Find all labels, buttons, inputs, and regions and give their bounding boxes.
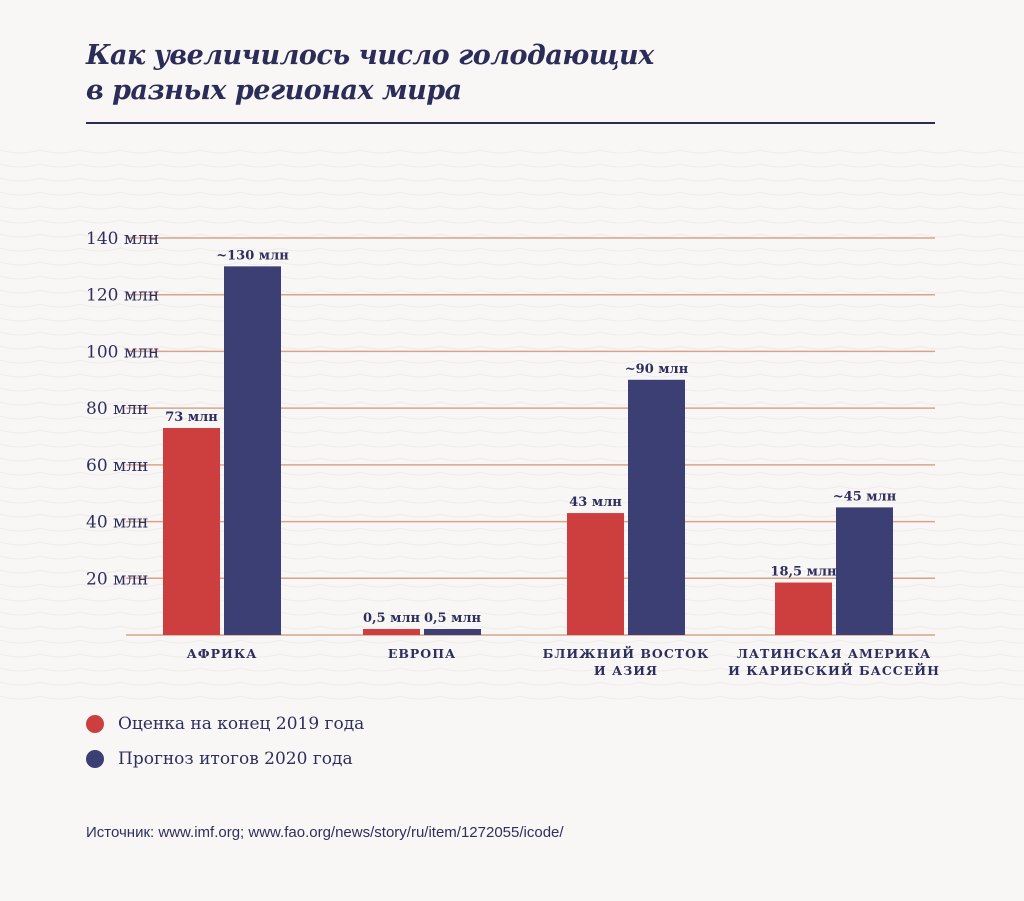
- bar-labels: 73 млн ~130 млн 0,5 млн 0,5 млн 43 млн ~90 мл…: [165, 248, 897, 626]
- wave-line: [0, 653, 1024, 658]
- bar-value-label: ~90 млн: [625, 362, 689, 377]
- y-axis: 20 млн 40 млн 60 млн 80 млн 100 млн 120 млн 14…: [86, 229, 159, 589]
- wave-line: [0, 177, 1024, 182]
- x-category-label: АФРИКА: [187, 646, 258, 661]
- x-category-label: БЛИЖНИЙ ВОСТОК: [543, 645, 710, 661]
- wave-line: [0, 443, 1024, 448]
- wave-line: [0, 261, 1024, 266]
- chart-title: Как увеличилось число голодающих в разны…: [86, 38, 654, 108]
- bar-value-label: 0,5 млн: [363, 611, 421, 626]
- wave-line: [0, 387, 1024, 392]
- wave-line: [0, 149, 1024, 154]
- wave-line: [0, 233, 1024, 238]
- wave-line: [0, 415, 1024, 420]
- x-category-label: ЛАТИНСКАЯ АМЕРИКА: [737, 646, 931, 661]
- chart-title-line-1: Как увеличилось число голодающих: [86, 40, 654, 71]
- wave-line: [0, 471, 1024, 476]
- wave-line: [0, 429, 1024, 434]
- bar: [567, 513, 624, 635]
- bar-value-label: 43 млн: [569, 495, 622, 510]
- bar: [628, 379, 685, 635]
- wave-background: [0, 149, 1024, 700]
- bar: [836, 507, 893, 635]
- bar: [775, 582, 832, 635]
- y-tick-label: 60 млн: [86, 456, 148, 476]
- wave-line: [0, 457, 1024, 462]
- bars: [163, 266, 893, 635]
- wave-line: [0, 317, 1024, 322]
- title-divider: [86, 122, 935, 124]
- wave-line: [0, 373, 1024, 378]
- legend-marker-2020: [86, 750, 104, 768]
- wave-line: [0, 191, 1024, 196]
- legend-item-2020: Прогноз итогов 2020 года: [86, 749, 353, 769]
- bar-value-label: ~130 млн: [216, 248, 289, 263]
- wave-line: [0, 163, 1024, 168]
- wave-line: [0, 247, 1024, 252]
- x-axis: АФРИКА ЕВРОПА БЛИЖНИЙ ВОСТОК И АЗИЯ ЛАТИНСКА…: [187, 645, 940, 678]
- bar-value-label: ~45 млн: [833, 489, 897, 504]
- wave-line: [0, 303, 1024, 308]
- wave-line: [0, 345, 1024, 350]
- legend-marker-2019: [86, 715, 104, 733]
- wave-line: [0, 219, 1024, 224]
- bar-value-label: 0,5 млн: [424, 611, 482, 626]
- bar-value-label: 73 млн: [165, 410, 218, 425]
- wave-line: [0, 289, 1024, 294]
- bar-value-label: 18,5 млн: [770, 565, 837, 580]
- legend-label-2019: Оценка на конец 2019 года: [118, 714, 365, 734]
- y-tick-label: 140 млн: [86, 229, 159, 249]
- wave-line: [0, 639, 1024, 644]
- x-category-label: ЕВРОПА: [388, 646, 456, 661]
- bar: [363, 629, 420, 635]
- chart-title-line-2: в разных регионах мира: [86, 75, 462, 106]
- wave-line: [0, 205, 1024, 210]
- bar: [163, 427, 220, 635]
- x-category-label: И АЗИЯ: [594, 663, 658, 678]
- wave-line: [0, 667, 1024, 672]
- wave-line: [0, 681, 1024, 686]
- wave-line: [0, 359, 1024, 364]
- bar: [424, 629, 481, 635]
- y-tick-label: 100 млн: [86, 342, 159, 362]
- legend-item-2019: Оценка на конец 2019 года: [86, 714, 364, 734]
- y-tick-label: 80 млн: [86, 399, 148, 419]
- wave-line: [0, 331, 1024, 336]
- bar-chart: 20 млн 40 млн 60 млн 80 млн 100 млн 120 млн 14…: [0, 149, 1024, 700]
- source-note: Источник: www.imf.org; www.fao.org/news/…: [86, 824, 564, 841]
- legend-label-2020: Прогноз итогов 2020 года: [118, 749, 353, 769]
- wave-line: [0, 401, 1024, 406]
- y-tick-label: 120 млн: [86, 286, 159, 306]
- bar: [224, 266, 281, 635]
- wave-line: [0, 695, 1024, 700]
- wave-line: [0, 275, 1024, 280]
- x-category-label: И КАРИБСКИЙ БАССЕЙН: [728, 662, 940, 678]
- y-tick-label: 20 млн: [86, 569, 148, 589]
- y-tick-label: 40 млн: [86, 513, 148, 533]
